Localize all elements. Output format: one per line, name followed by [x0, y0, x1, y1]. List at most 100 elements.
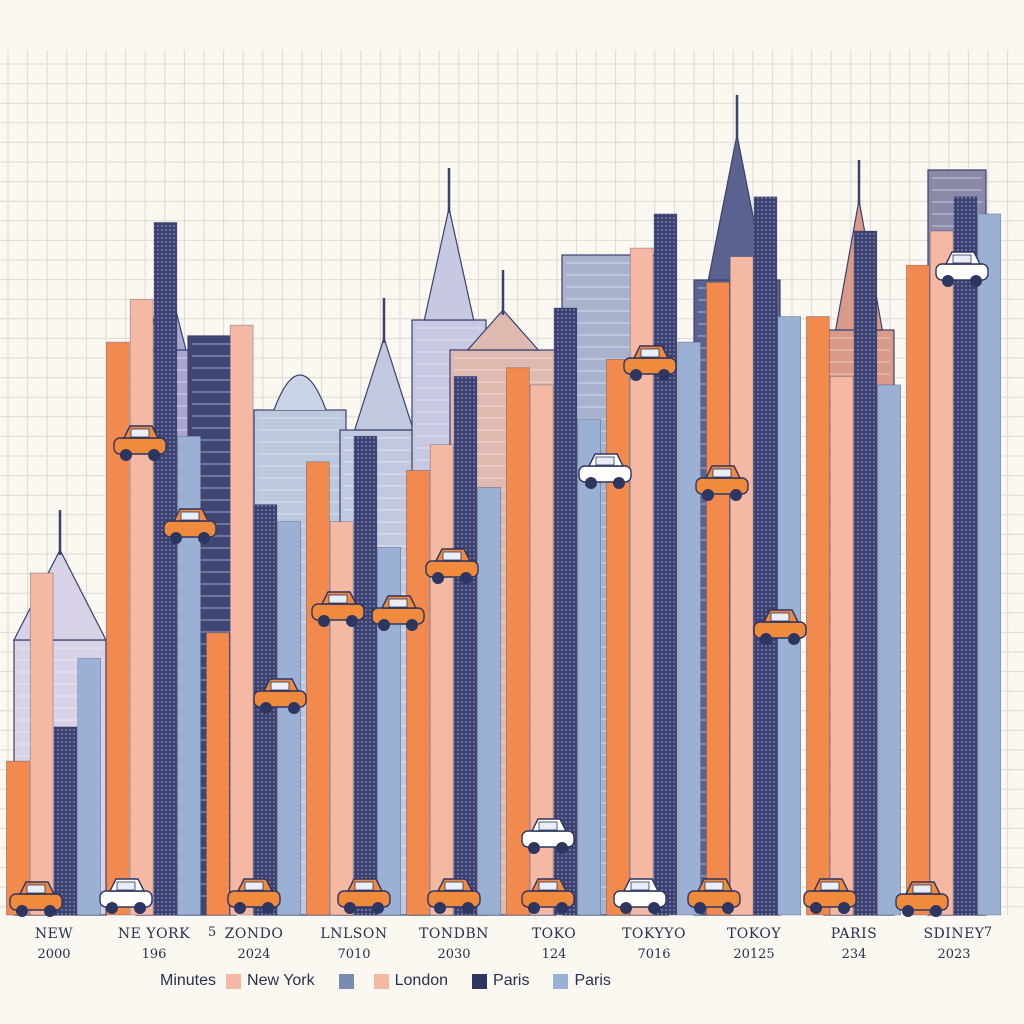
- legend-item-paris-light: Paris: [553, 972, 611, 990]
- bar-3-6: [553, 307, 578, 916]
- bar-3-4: [353, 435, 378, 916]
- legend-swatch-london-b: [373, 973, 389, 989]
- bar-4-3: [277, 521, 301, 916]
- bar-1-8: [706, 281, 730, 916]
- legend-swatch-new-york: [226, 973, 242, 989]
- legend-swatch-paris-dark: [472, 973, 488, 989]
- legend-item-paris-dark: Paris: [472, 972, 529, 990]
- car-icon: [753, 609, 807, 645]
- bar-4-6: [577, 418, 601, 916]
- bar-1-2: [106, 341, 130, 916]
- bar-2-1: [29, 572, 54, 916]
- legend-label-london: London: [394, 972, 449, 989]
- car-icon: [895, 881, 949, 917]
- bar-2-10: [929, 230, 954, 916]
- legend-item-new-york: New York: [226, 972, 315, 990]
- category-label-9: PARIS: [831, 926, 877, 942]
- category-year-2: 196: [142, 947, 167, 962]
- car-icon: [311, 591, 365, 627]
- category-label-7: TOKYYO: [622, 926, 686, 942]
- car-icon: [613, 878, 667, 914]
- bar-4-10: [977, 213, 1001, 916]
- car-icon: [227, 878, 281, 914]
- legend-label-paris-light: Paris: [574, 972, 611, 989]
- bar-1-10: [906, 264, 930, 916]
- legend-swatch-london-a: [338, 973, 354, 989]
- car-icon: [337, 878, 391, 914]
- stray-label-2: 7: [984, 925, 992, 940]
- category-year-5: 2030: [437, 947, 470, 962]
- car-icon: [113, 425, 167, 461]
- bar-2-5: [429, 444, 454, 916]
- bar-3-10: [953, 196, 978, 916]
- bar-4-7: [677, 341, 701, 916]
- bars: [6, 196, 1001, 916]
- bar-4-2: [177, 435, 202, 916]
- category-year-1: 2000: [37, 947, 70, 962]
- car-illustrations: [9, 251, 989, 917]
- car-icon: [425, 548, 479, 584]
- bar-4-4: [377, 547, 401, 916]
- car-icon: [687, 878, 741, 914]
- car-icon: [9, 881, 63, 917]
- bar-1-9: [806, 316, 830, 916]
- car-icon: [253, 678, 307, 714]
- bar-4-9: [877, 384, 901, 916]
- category-year-7: 7016: [637, 947, 670, 962]
- category-year-9: 234: [842, 947, 867, 962]
- legend-item-london: London: [338, 972, 449, 990]
- bar-2-6: [529, 384, 554, 916]
- bar-3-9: [853, 230, 878, 916]
- legend-label-paris-dark: Paris: [493, 972, 530, 989]
- bar-2-7: [629, 247, 654, 916]
- car-icon: [695, 465, 749, 501]
- bar-2-8: [729, 256, 754, 916]
- bar-3-1: [53, 726, 78, 916]
- car-icon: [521, 878, 575, 914]
- category-label-10: SDINEY: [923, 926, 984, 942]
- legend-label-new-york: New York: [247, 972, 315, 989]
- bar-2-3: [229, 324, 254, 916]
- bar-1-6: [506, 367, 530, 916]
- category-label-5: TONDBN: [419, 926, 489, 942]
- category-year-6: 124: [542, 947, 567, 962]
- car-icon: [371, 595, 425, 631]
- bar-2-2: [129, 299, 154, 916]
- car-icon: [578, 453, 632, 489]
- car-icon: [99, 878, 153, 914]
- bar-3-5: [453, 376, 478, 916]
- car-icon: [163, 508, 217, 544]
- category-label-2: NE YORK: [118, 926, 190, 942]
- category-year-8: 20125: [733, 947, 774, 962]
- legend: Minutes New York London Paris Paris: [160, 966, 625, 996]
- category-label-3: ZONDO: [225, 926, 284, 942]
- category-year-3: 2024: [237, 947, 270, 962]
- bar-2-9: [829, 376, 854, 916]
- stray-label-1: 5: [208, 925, 216, 940]
- car-icon: [623, 345, 677, 381]
- bar-1-5: [406, 470, 430, 916]
- category-label-8: TOKOY: [727, 926, 781, 942]
- car-icon: [935, 251, 989, 287]
- bar-2-4: [329, 521, 354, 916]
- category-label-4: LNLSON: [320, 926, 387, 942]
- bar-3-2: [153, 222, 178, 916]
- bar-3-8: [753, 196, 778, 916]
- car-icon: [803, 878, 857, 914]
- bar-4-1: [77, 658, 102, 916]
- bar-1-7: [606, 358, 630, 916]
- category-label-1: NEW: [35, 926, 73, 942]
- category-year-4: 7010: [337, 947, 370, 962]
- car-icon: [521, 818, 575, 854]
- car-icon: [427, 878, 481, 914]
- category-label-6: TOKO: [532, 926, 576, 942]
- legend-title: Minutes: [160, 972, 217, 989]
- category-year-10: 2023: [937, 947, 970, 962]
- bar-3-7: [653, 213, 678, 916]
- bar-1-4: [306, 461, 330, 916]
- legend-swatch-paris-light: [553, 973, 569, 989]
- category-labels: NEW 2000 NE YORK 196 ZONDO 2024 LNLSON 7010 TOND…: [35, 925, 992, 962]
- bar-1-3: [206, 632, 230, 916]
